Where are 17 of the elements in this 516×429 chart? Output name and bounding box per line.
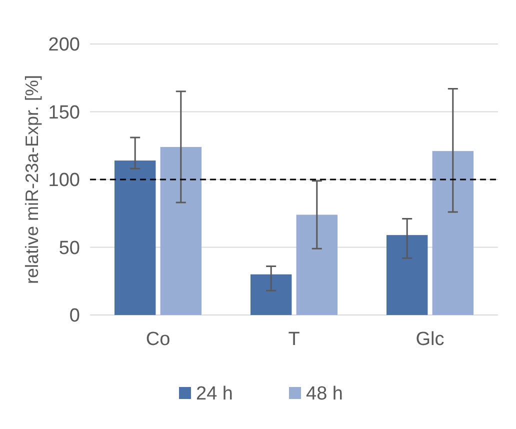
y-tick-label: 0 (69, 306, 80, 327)
y-tick-label: 200 (48, 34, 80, 56)
y-axis-title: relative miR-23a-Expr. [%] (22, 74, 42, 284)
x-tick-label: T (288, 329, 300, 350)
y-tick-label: 50 (58, 238, 80, 259)
bar (386, 235, 428, 315)
bar (432, 151, 474, 315)
legend-label: 24 h (196, 384, 233, 405)
x-tick-label: Co (146, 329, 170, 350)
y-tick-label: 150 (48, 102, 80, 124)
bar (296, 214, 338, 315)
bar (160, 146, 202, 315)
y-tick-label: 100 (48, 170, 80, 192)
bar (250, 274, 292, 315)
bar (114, 160, 156, 315)
legend-label: 48 h (306, 384, 343, 405)
x-tick-label: Glc (416, 329, 444, 350)
